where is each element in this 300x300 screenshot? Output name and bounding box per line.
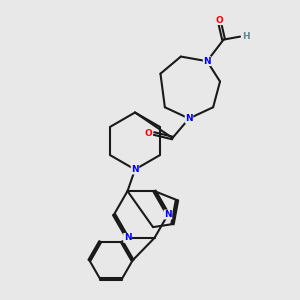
Text: O: O <box>145 129 152 138</box>
Text: N: N <box>203 57 211 66</box>
Text: N: N <box>185 114 193 123</box>
Text: O: O <box>215 16 223 25</box>
Text: H: H <box>242 32 249 41</box>
Text: N: N <box>131 165 139 174</box>
Text: N: N <box>124 233 131 242</box>
Text: N: N <box>164 210 172 219</box>
